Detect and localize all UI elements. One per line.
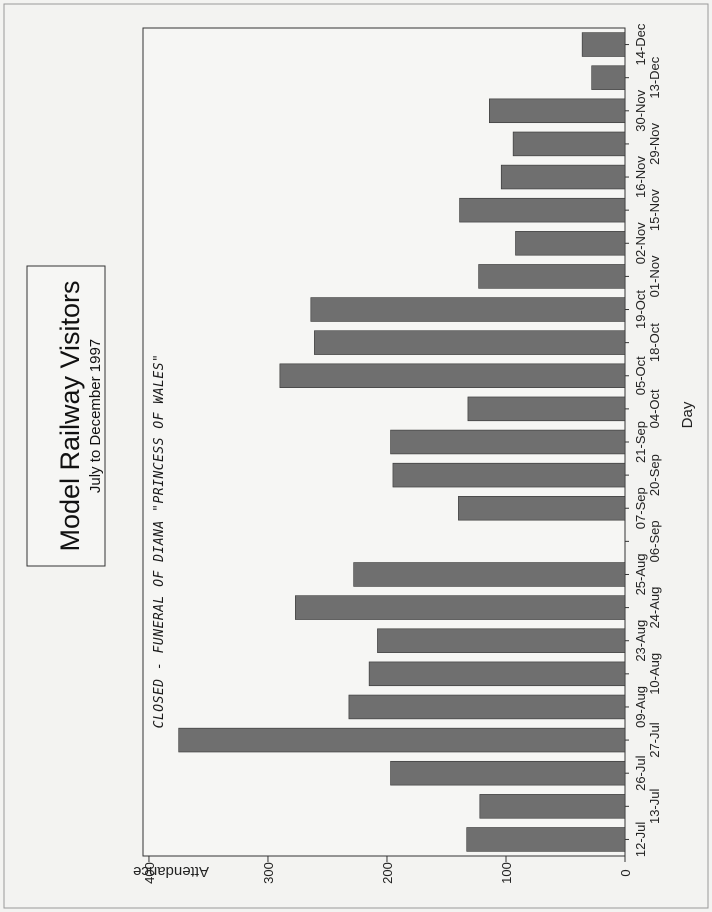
- x-tick-label-24-Aug: 24-Aug: [647, 587, 662, 629]
- x-tick-label-06-Sep: 06-Sep: [647, 520, 662, 562]
- x-tick-label-27-Jul: 27-Jul: [647, 722, 662, 758]
- bar-04-Oct: [467, 396, 626, 422]
- chart-subtitle: July to December 1997: [87, 339, 104, 493]
- bar-13-Jul: [479, 794, 626, 819]
- y-tick-label-400: 400: [142, 862, 157, 884]
- bar-21-Sep: [390, 429, 626, 455]
- x-tick-label-19-Oct: 19-Oct: [633, 290, 648, 329]
- bar-23-Aug: [377, 628, 626, 653]
- x-tick-label-13-Dec: 13-Dec: [647, 56, 662, 98]
- x-tick-label-30-Nov: 30-Nov: [633, 89, 648, 131]
- x-tick-label-29-Nov: 29-Nov: [647, 122, 662, 164]
- chart-title: Model Railway Visitors: [55, 280, 85, 551]
- bar-30-Nov: [489, 98, 626, 124]
- y-axis-title: Attendance: [133, 863, 209, 880]
- x-tick-label-12-Jul: 12-Jul: [633, 822, 648, 858]
- x-axis: 12-Jul13-Jul26-Jul27-Jul09-Aug10-Aug23-A…: [625, 23, 662, 857]
- closure-annotation: CLOSED - FUNERAL OF DIANA "PRINCESS OF W…: [152, 354, 167, 729]
- bar-27-Jul: [178, 727, 626, 753]
- bar-01-Nov: [478, 264, 626, 289]
- x-tick-label-14-Dec: 14-Dec: [633, 23, 648, 65]
- x-tick-label-10-Aug: 10-Aug: [647, 653, 662, 695]
- bar-14-Dec: [581, 32, 626, 57]
- bar-09-Aug: [348, 694, 626, 720]
- bar-24-Aug: [295, 595, 626, 620]
- x-tick-label-13-Jul: 13-Jul: [647, 789, 662, 825]
- x-tick-label-09-Aug: 09-Aug: [633, 686, 648, 728]
- bar-13-Dec: [591, 65, 626, 90]
- bar-19-Oct: [310, 297, 626, 322]
- bar-29-Nov: [512, 131, 626, 157]
- x-tick-label-26-Jul: 26-Jul: [633, 755, 648, 791]
- x-tick-label-02-Nov: 02-Nov: [633, 222, 648, 264]
- x-tick-label-07-Sep: 07-Sep: [633, 487, 648, 529]
- x-tick-label-05-Oct: 05-Oct: [633, 356, 648, 395]
- bar-16-Nov: [500, 164, 626, 190]
- x-tick-label-18-Oct: 18-Oct: [647, 323, 662, 362]
- bar-12-Jul: [466, 827, 626, 852]
- x-tick-label-01-Nov: 01-Nov: [647, 255, 662, 297]
- y-tick-label-300: 300: [261, 862, 276, 884]
- bar-02-Nov: [515, 231, 626, 256]
- x-tick-label-15-Nov: 15-Nov: [647, 189, 662, 231]
- bar-25-Aug: [353, 562, 626, 587]
- x-tick-label-20-Sep: 20-Sep: [647, 454, 662, 496]
- x-tick-label-25-Aug: 25-Aug: [633, 554, 648, 596]
- y-tick-label-0: 0: [618, 869, 633, 876]
- x-tick-label-16-Nov: 16-Nov: [633, 156, 648, 198]
- x-tick-label-21-Sep: 21-Sep: [633, 421, 648, 463]
- bar-26-Jul: [390, 760, 626, 786]
- title-box: Model Railway Visitors July to December …: [26, 265, 106, 567]
- bar-15-Nov: [459, 197, 626, 223]
- x-tick-label-04-Oct: 04-Oct: [647, 389, 662, 428]
- page-frame: [3, 3, 709, 909]
- bar-05-Oct: [279, 363, 626, 388]
- y-axis: 0 100 200 300 400: [142, 856, 633, 884]
- bar-20-Sep: [392, 462, 626, 488]
- bar-18-Oct: [314, 330, 626, 355]
- bar-07-Sep: [458, 496, 626, 521]
- bar-10-Aug: [368, 661, 626, 687]
- x-tick-label-23-Aug: 23-Aug: [633, 620, 648, 662]
- y-tick-label-200: 200: [380, 862, 395, 884]
- y-tick-label-100: 100: [499, 862, 514, 884]
- x-axis-title: Day: [679, 401, 696, 428]
